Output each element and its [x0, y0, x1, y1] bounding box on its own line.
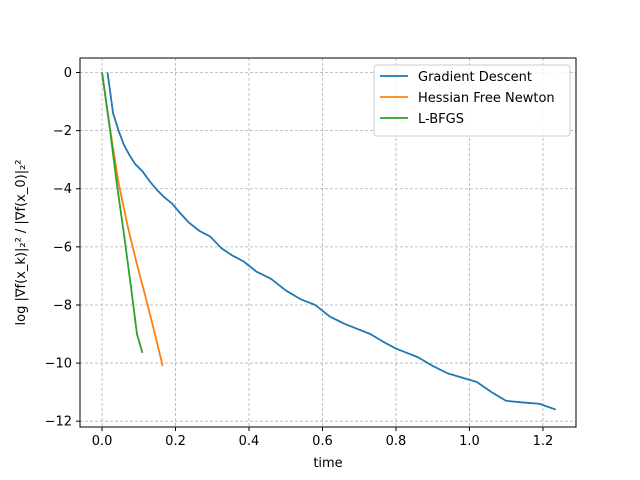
y-tick-label: −10 [45, 357, 72, 372]
y-axis-label: log |∇f(x_k)|₂² / |∇f(x_0)|₂² [14, 160, 29, 326]
grid [80, 58, 576, 427]
y-axis-ticks: 0 −2 −4 −6 −8 −10 −12 [45, 66, 80, 430]
y-tick-label: −2 [53, 124, 72, 139]
legend-box [373, 64, 571, 137]
x-axis-label: time [313, 456, 342, 471]
legend-label: Gradient Descent [418, 70, 532, 85]
series-line-hessian-free-newton [101, 72, 164, 367]
legend: Gradient Descent Hessian Free Newton L-BFG… [373, 64, 571, 137]
series-lines [101, 72, 557, 411]
x-tick-label: 0.4 [239, 434, 260, 449]
legend-label: Hessian Free Newton [418, 91, 555, 106]
series-line-l-bfgs [101, 72, 144, 354]
legend-label: L-BFGS [418, 112, 464, 127]
y-tick-label: 0 [64, 66, 72, 81]
plot-frame [79, 57, 577, 428]
y-tick-label: −4 [53, 182, 72, 197]
x-tick-label: 0.0 [92, 434, 113, 449]
x-tick-label: 0.6 [312, 434, 333, 449]
series-line-gradient-descent [106, 72, 557, 411]
x-tick-label: 1.0 [459, 434, 480, 449]
x-axis-ticks: 0.0 0.2 0.4 0.6 0.8 1.0 1.2 [92, 427, 554, 449]
x-tick-label: 0.2 [165, 434, 186, 449]
x-tick-label: 0.8 [386, 434, 407, 449]
y-tick-label: −12 [45, 415, 72, 430]
y-tick-label: −8 [53, 298, 72, 313]
x-tick-label: 1.2 [533, 434, 554, 449]
y-tick-label: −6 [53, 240, 72, 255]
